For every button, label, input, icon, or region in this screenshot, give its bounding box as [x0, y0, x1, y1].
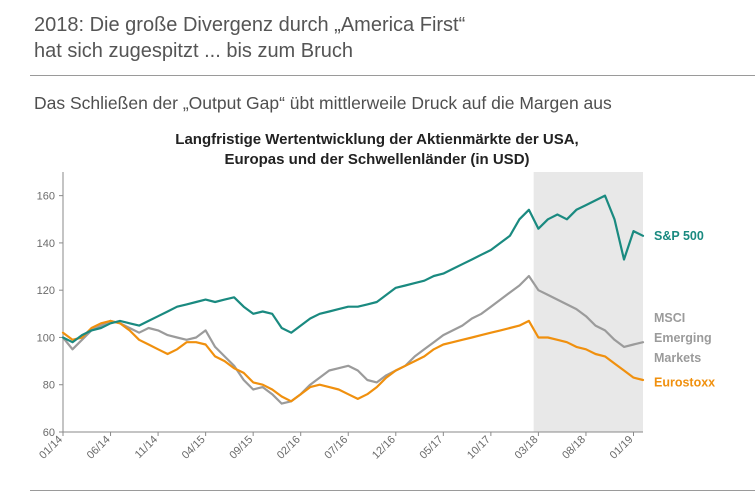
x-tick-label: 01/14: [37, 434, 65, 462]
x-tick-label: 01/19: [608, 434, 636, 462]
y-tick-label: 120: [37, 285, 55, 297]
series-label-msci-emerging-markets: MSCI: [654, 311, 685, 325]
top-divider: [30, 75, 755, 76]
series-label-sp500: S&P 500: [654, 229, 704, 243]
headline-line-1: 2018: Die große Divergenz durch „America…: [34, 14, 466, 36]
series-label-msci-emerging-markets: Markets: [654, 351, 701, 365]
x-tick-label: 11/14: [133, 434, 160, 461]
chart-title-line-1: Langfristige Wertentwicklung der Aktienm…: [175, 131, 578, 148]
bottom-divider: [30, 490, 755, 491]
y-tick-label: 60: [43, 427, 55, 439]
x-tick-label: 08/18: [560, 434, 588, 462]
y-tick-label: 80: [43, 380, 55, 392]
series-label-eurostoxx: Eurostoxx: [654, 375, 715, 389]
x-tick-label: 09/15: [227, 434, 255, 462]
x-tick-label: 03/18: [513, 434, 541, 462]
y-tick-label: 140: [37, 238, 55, 250]
chart-title-line-2: Europas und der Schwellenländer (in USD): [224, 151, 529, 168]
x-tick-label: 04/15: [180, 434, 208, 462]
series-line-sp500: [61, 194, 645, 344]
series-line-msci-emerging-markets: [61, 274, 645, 405]
subheadline: Das Schließen der „Output Gap“ übt mittl…: [34, 93, 612, 113]
y-tick-label: 160: [37, 191, 55, 203]
x-tick-label: 05/17: [417, 434, 445, 462]
x-tick-label: 12/16: [370, 434, 398, 462]
headline-line-2: hat sich zugespitzt ... bis zum Bruch: [34, 40, 354, 62]
x-tick-label: 07/16: [322, 434, 350, 462]
shaded-period: [533, 172, 643, 432]
x-tick-label: 10/17: [465, 434, 493, 462]
x-tick-label: 02/16: [275, 434, 303, 462]
x-tick-label: 06/14: [85, 434, 113, 462]
series-label-msci-emerging-markets: Emerging: [654, 331, 712, 345]
series-line-eurostoxx: [61, 319, 645, 403]
headline: 2018: Die große Divergenz durch „America…: [34, 12, 734, 64]
y-tick-label: 100: [37, 332, 55, 344]
